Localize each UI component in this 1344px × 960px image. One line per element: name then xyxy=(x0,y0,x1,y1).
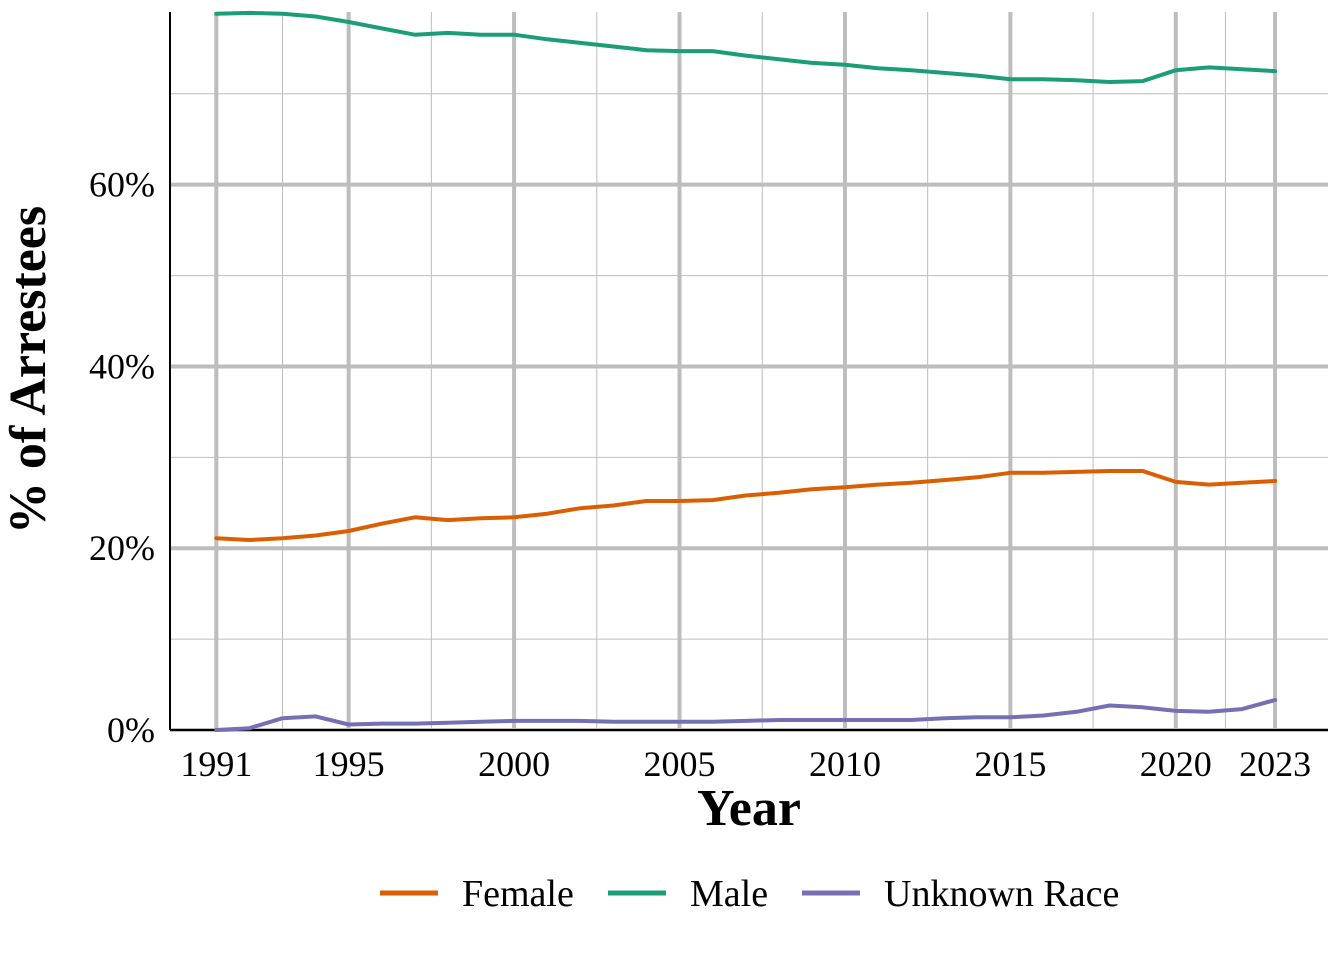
y-tick-label: 0% xyxy=(107,710,155,750)
series-line-male xyxy=(214,10,1278,84)
x-tick-label: 1995 xyxy=(313,744,385,784)
series-line-unknown-race xyxy=(214,698,1278,732)
x-tick-label: 2020 xyxy=(1140,744,1212,784)
y-tick-labels: 0% 20% 40% 60% xyxy=(89,165,155,750)
x-tick-label: 2000 xyxy=(478,744,550,784)
x-tick-label: 2015 xyxy=(974,744,1046,784)
y-tick-label: 20% xyxy=(89,528,155,568)
x-axis-title: Year xyxy=(697,780,801,837)
y-tick-label: 60% xyxy=(89,165,155,205)
x-tick-label: 1991 xyxy=(180,744,252,784)
legend-label-male: Male xyxy=(690,873,768,915)
major-gridlines xyxy=(170,12,1328,732)
y-axis-title: % of Arrestees xyxy=(0,206,57,534)
legend-label-female: Female xyxy=(462,873,574,915)
series-lines xyxy=(214,10,1278,732)
series-line-female xyxy=(214,469,1278,542)
legend-label-unknown-race: Unknown Race xyxy=(884,873,1119,915)
x-tick-label: 2005 xyxy=(644,744,716,784)
legend: Female Male Unknown Race xyxy=(380,873,1119,915)
axes xyxy=(169,12,1328,731)
x-tick-label: 2023 xyxy=(1239,744,1311,784)
y-tick-label: 40% xyxy=(89,346,155,386)
minor-gridlines xyxy=(170,12,1328,730)
x-tick-label: 2010 xyxy=(809,744,881,784)
x-tick-labels: 1991 1995 2000 2005 2010 2015 2020 2023 xyxy=(180,744,1311,784)
